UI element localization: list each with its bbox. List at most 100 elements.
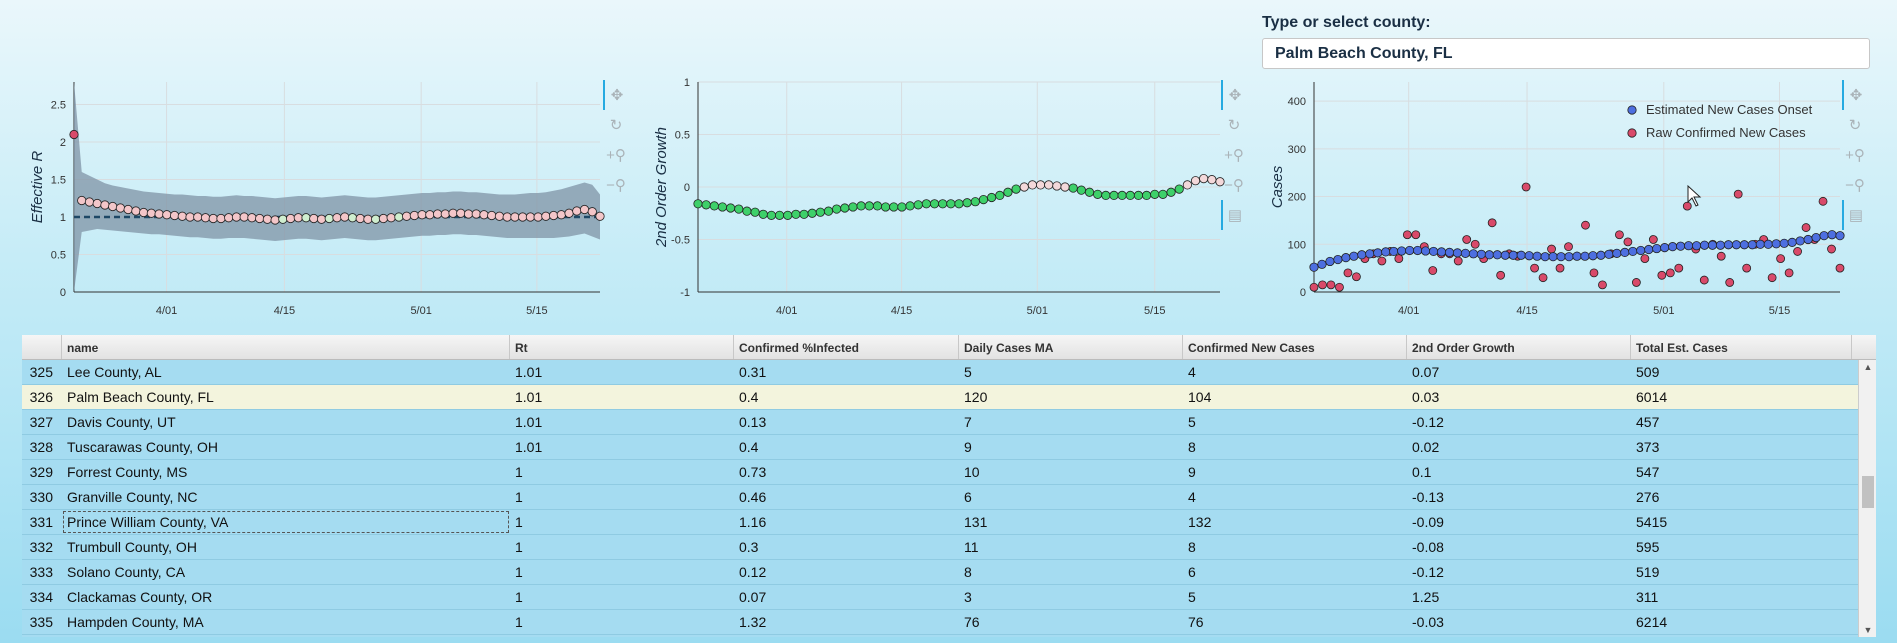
- table-cell[interactable]: 4: [1188, 489, 1196, 505]
- table-cell[interactable]: 3: [964, 589, 972, 605]
- table-cell[interactable]: 0.07: [739, 589, 767, 605]
- table-cell[interactable]: Lee County, AL: [67, 364, 162, 380]
- table-cell[interactable]: 5: [1188, 589, 1196, 605]
- table-cell[interactable]: 8: [1188, 439, 1196, 455]
- hover-icon[interactable]: ▤: [1221, 200, 1247, 230]
- column-header-index[interactable]: [22, 335, 62, 359]
- table-row[interactable]: 330 Granville County, NC 1 0.46 6 4 -0.13 276: [22, 485, 1876, 510]
- table-cell[interactable]: 328: [29, 439, 53, 455]
- table-cell[interactable]: Forrest County, MS: [67, 464, 188, 480]
- zoom-in-icon[interactable]: +⚲: [606, 147, 626, 164]
- table-cell[interactable]: 335: [29, 614, 53, 630]
- table-cell[interactable]: 519: [1636, 564, 1660, 580]
- column-header-daily-cases-ma[interactable]: Daily Cases MA: [959, 335, 1183, 359]
- table-cell[interactable]: Clackamas County, OR: [67, 589, 213, 605]
- pan-icon[interactable]: ✥: [1221, 80, 1247, 110]
- table-cell[interactable]: 5: [1188, 414, 1196, 430]
- table-cell[interactable]: 76: [964, 614, 980, 630]
- table-cell[interactable]: 1: [515, 614, 523, 630]
- table-cell[interactable]: 1: [515, 539, 523, 555]
- reset-icon[interactable]: ↻: [1227, 117, 1241, 134]
- table-cell[interactable]: 1: [515, 489, 523, 505]
- table-cell[interactable]: 9: [964, 439, 972, 455]
- table-cell[interactable]: 0.3: [739, 539, 759, 555]
- zoom-in-icon[interactable]: +⚲: [1224, 147, 1244, 164]
- column-header-rt[interactable]: Rt: [510, 335, 734, 359]
- reset-icon[interactable]: ↻: [1848, 117, 1862, 134]
- column-header-confirmed-infected[interactable]: Confirmed %Infected: [734, 335, 959, 359]
- table-row[interactable]: 333 Solano County, CA 1 0.12 8 6 -0.12 519: [22, 560, 1876, 585]
- table-cell[interactable]: 332: [29, 539, 53, 555]
- hover-icon[interactable]: ▤: [1842, 200, 1868, 230]
- table-cell[interactable]: 6: [1188, 564, 1196, 580]
- effective-r-chart[interactable]: 0 0.5 1 1.5 2 2.5 4/01 4/15 5/01 5/15 Effective R: [22, 72, 605, 322]
- table-row[interactable]: 328 Tuscarawas County, OH 1.01 0.4 9 8 0.02 373: [22, 435, 1876, 460]
- table-cell[interactable]: -0.12: [1412, 564, 1444, 580]
- table-cell[interactable]: 334: [29, 589, 53, 605]
- zoom-in-icon[interactable]: +⚲: [1845, 147, 1865, 164]
- table-cell[interactable]: 1.01: [515, 439, 543, 455]
- county-table[interactable]: name Rt Confirmed %Infected Daily Cases …: [22, 335, 1876, 637]
- table-cell[interactable]: 0.46: [739, 489, 767, 505]
- table-cell[interactable]: 276: [1636, 489, 1660, 505]
- pan-icon[interactable]: ✥: [603, 80, 629, 110]
- table-cell[interactable]: 10: [964, 464, 980, 480]
- table-cell[interactable]: 1.01: [515, 364, 543, 380]
- table-cell[interactable]: 11: [964, 539, 979, 555]
- table-cell[interactable]: 330: [29, 489, 53, 505]
- table-cell[interactable]: 0.02: [1412, 439, 1440, 455]
- column-header-total-est-cases[interactable]: Total Est. Cases: [1631, 335, 1852, 359]
- table-cell[interactable]: 0.07: [1412, 364, 1440, 380]
- table-row[interactable]: 332 Trumbull County, OH 1 0.3 11 8 -0.08 595: [22, 535, 1876, 560]
- table-cell[interactable]: Granville County, NC: [67, 489, 198, 505]
- table-cell[interactable]: 1.01: [515, 414, 543, 430]
- table-row[interactable]: 331 Prince William County, VA 1 1.16 131 132 -…: [22, 510, 1876, 535]
- table-cell[interactable]: Solano County, CA: [67, 564, 186, 580]
- zoom-out-icon[interactable]: −⚲: [1845, 177, 1865, 194]
- table-cell[interactable]: 131: [964, 514, 988, 530]
- table-cell[interactable]: 0.1: [1412, 464, 1432, 480]
- cases-plot[interactable]: 0 100 200 300 400 4/01 4/15 5/01 5/15 Cases Estima…: [1262, 72, 1845, 327]
- table-cell[interactable]: -0.13: [1412, 489, 1444, 505]
- table-cell[interactable]: 311: [1636, 589, 1659, 605]
- table-cell[interactable]: 0.12: [739, 564, 767, 580]
- table-row[interactable]: 334 Clackamas County, OR 1 0.07 3 5 1.25 311: [22, 585, 1876, 610]
- table-cell[interactable]: 0.31: [739, 364, 767, 380]
- table-cell[interactable]: 8: [1188, 539, 1196, 555]
- pan-icon[interactable]: ✥: [1842, 80, 1868, 110]
- table-cell[interactable]: 0.13: [739, 414, 767, 430]
- table-row[interactable]: 329 Forrest County, MS 1 0.73 10 9 0.1 547: [22, 460, 1876, 485]
- second-order-growth-plot[interactable]: -1 -0.5 0 0.5 1 4/01 4/15 5/01 5/15 2nd Order Gro…: [640, 72, 1225, 327]
- table-cell[interactable]: 5: [964, 364, 972, 380]
- table-cell[interactable]: -0.12: [1412, 414, 1444, 430]
- table-cell[interactable]: 0.73: [739, 464, 767, 480]
- table-cell[interactable]: 132: [1188, 514, 1212, 530]
- column-header-name[interactable]: name: [62, 335, 510, 359]
- table-cell[interactable]: 4: [1188, 364, 1196, 380]
- table-row[interactable]: 325 Lee County, AL 1.01 0.31 5 4 0.07 509: [22, 360, 1876, 385]
- table-cell[interactable]: -0.09: [1412, 514, 1444, 530]
- table-cell[interactable]: 8: [964, 564, 972, 580]
- zoom-out-icon[interactable]: −⚲: [1224, 177, 1244, 194]
- table-cell[interactable]: Hampden County, MA: [67, 614, 204, 630]
- column-header-second-order-growth[interactable]: 2nd Order Growth: [1407, 335, 1631, 359]
- reset-icon[interactable]: ↻: [609, 117, 623, 134]
- table-row[interactable]: 327 Davis County, UT 1.01 0.13 7 5 -0.12 457: [22, 410, 1876, 435]
- table-cell[interactable]: 595: [1636, 539, 1660, 555]
- table-cell[interactable]: Tuscarawas County, OH: [67, 439, 218, 455]
- table-cell[interactable]: 6214: [1636, 614, 1668, 630]
- zoom-out-icon[interactable]: −⚲: [606, 177, 626, 194]
- table-cell[interactable]: 6: [964, 489, 972, 505]
- table-cell[interactable]: 1: [515, 564, 523, 580]
- table-cell[interactable]: 76: [1188, 614, 1204, 630]
- effective-r-plot[interactable]: 0 0.5 1 1.5 2 2.5 4/01 4/15 5/01 5/15 Effective R: [22, 72, 605, 327]
- table-cell[interactable]: 509: [1636, 364, 1660, 380]
- table-cell[interactable]: 373: [1636, 439, 1660, 455]
- table-cell[interactable]: 333: [29, 564, 53, 580]
- scroll-down-icon[interactable]: ▼: [1863, 625, 1873, 635]
- table-cell[interactable]: 1: [515, 589, 523, 605]
- table-cell[interactable]: 120: [964, 389, 988, 405]
- table-cell[interactable]: 327: [29, 414, 53, 430]
- second-order-growth-chart[interactable]: -1 -0.5 0 0.5 1 4/01 4/15 5/01 5/15 2nd Order Gro…: [640, 72, 1225, 322]
- table-cell[interactable]: 0.03: [1412, 389, 1440, 405]
